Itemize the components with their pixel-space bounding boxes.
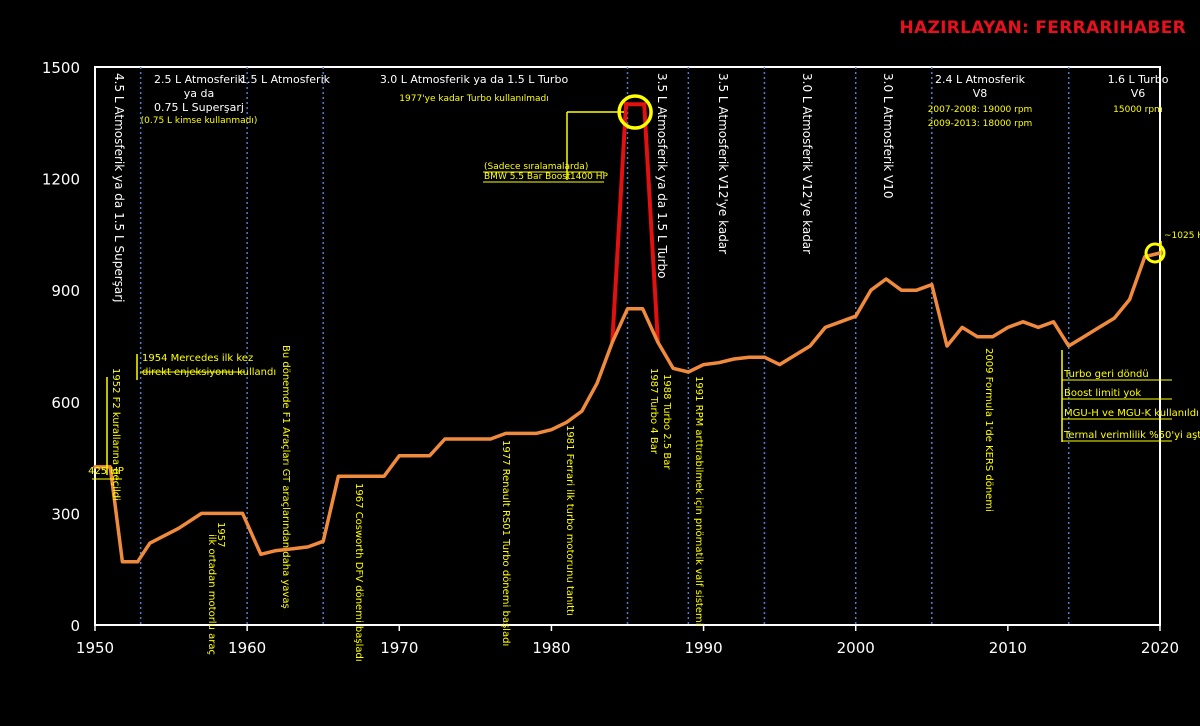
credit-label: HAZIRLAYAN: FERRARIHABER: [899, 18, 1186, 38]
y-tick-label: 600: [51, 394, 80, 412]
annotation-thermal: Termal verimlilik %50'yi aştı: [1063, 430, 1200, 441]
y-tick-label: 900: [51, 282, 80, 300]
annotation-bmw-boost: BMW 5.5 Bar Boost: [484, 172, 571, 182]
era-label-vertical: 3.5 L Atmosferik ya da 1.5 L Turbo: [655, 73, 669, 278]
annotation-1991: 1991 RPM arttırabilmek için pnömatik val…: [693, 376, 704, 626]
annotation-gt-period: Bu dönemde F1 Araçları GT araçlarından d…: [280, 345, 291, 609]
annotation-1981: 1981 Ferrari ilk turbo motorunu tanıttı: [564, 425, 575, 616]
race-series-line: [93, 251, 1162, 564]
annotation-1954-line2: direkt enjeksiyonu kullandı: [142, 367, 276, 378]
y-tick-label: 0: [70, 617, 80, 635]
era-label-vertical: 3.0 L Atmosferik V12'ye kadar: [800, 73, 814, 254]
y-tick-label: 1500: [42, 59, 80, 77]
qualifying-series-line: [610, 102, 660, 343]
era-label-vertical: 4.5 L Atmosferik ya da 1.5 L Superşarj: [112, 73, 126, 303]
annotation-1988: 1988 Turbo 2.5 Bar: [661, 374, 672, 470]
era-label: 2.5 L Atmosferik: [154, 73, 245, 86]
x-tick-label: 1990: [684, 639, 722, 657]
annotation-1025hp: ~1025 HP: [1164, 231, 1200, 241]
x-tick-label: 1970: [380, 639, 418, 657]
era-label: ya da: [184, 87, 214, 100]
annotation-mgu: MGU-H ve MGU-K kullanıldı: [1064, 408, 1199, 419]
y-tick-label: 300: [51, 505, 80, 523]
x-tick-label: 2020: [1141, 639, 1179, 657]
era-sublabel: 2007-2008: 19000 rpm: [928, 105, 1033, 115]
era-label: 3.0 L Atmosferik ya da 1.5 L Turbo: [380, 73, 569, 86]
annotation-turbo-return: Turbo geri döndü: [1063, 369, 1149, 380]
x-tick-label: 2000: [837, 639, 875, 657]
era-label: V8: [973, 87, 988, 100]
annotation-1400hp: 1400 HP: [570, 172, 609, 182]
era-label: 2.4 L Atmosferik: [935, 73, 1026, 86]
annotation-1987: 1987 Turbo 4 Bar: [648, 368, 659, 455]
annotation-2009: 2009 Formula 1'de KERS dönemi: [983, 348, 994, 512]
y-tick-label: 1200: [42, 171, 80, 189]
era-label-vertical: 3.5 L Atmosferik V12'ye kadar: [716, 73, 730, 254]
annotation-1967: 1967 Cosworth DFV dönemi başladı: [353, 483, 364, 662]
annotation-boost-limit: Boost limiti yok: [1064, 388, 1141, 399]
x-tick-label: 1960: [228, 639, 266, 657]
x-tick-label: 1950: [76, 639, 114, 657]
annotation-425hp: 425 HP: [88, 466, 124, 477]
era-sublabel: 2009-2013: 18000 rpm: [928, 119, 1033, 129]
era-label: 0.75 L Superşarj: [154, 101, 244, 114]
x-tick-label: 1980: [532, 639, 570, 657]
annotation-1957: 1957: [215, 522, 226, 547]
annotation-1954-line1: 1954 Mercedes ilk kez: [142, 353, 253, 364]
era-sublabel: 15000 rpm: [1113, 105, 1163, 115]
era-sublabel: 1977'ye kadar Turbo kullanılmadı: [399, 94, 548, 104]
era-sublabel: (0.75 L kimse kullanmadı): [141, 116, 258, 126]
era-label-vertical: 3.0 L Atmosferik V10: [881, 73, 895, 199]
annotation-1952: 1952 F2 kurallarına geçildi: [110, 368, 121, 501]
x-tick-label: 2010: [989, 639, 1027, 657]
latest-highlight-circle: [1144, 242, 1166, 264]
annotation-1977: 1977 Renault RS01 Turbo dönemi başladı: [500, 440, 511, 646]
annotation-qualifying-note: (Sadece sıralamalarda): [484, 162, 588, 172]
era-label: 1.5 L Atmosferik: [240, 73, 331, 86]
annotation-1957-detail: ilk ortadan motorlu araç: [206, 534, 217, 655]
era-label: V6: [1131, 87, 1146, 100]
era-label: 1.6 L Turbo: [1108, 73, 1169, 86]
